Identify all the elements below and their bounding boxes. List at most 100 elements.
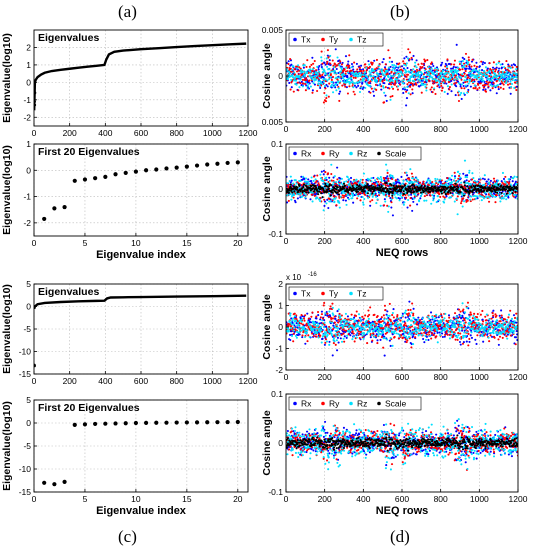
data-point [480,195,483,198]
data-point [286,201,289,204]
data-point [310,321,313,324]
x-axis-label: Eigenvalue index [96,505,187,517]
data-point [394,65,398,68]
data-point [514,64,517,67]
data-point [432,199,435,202]
data-point [422,180,425,183]
data-point [469,85,472,88]
data-point [300,69,303,72]
data-point [483,72,486,75]
data-point [377,73,380,76]
data-point [448,86,451,89]
data-point [327,207,330,210]
data-point [407,193,411,197]
data-point [393,69,396,72]
data-point [375,182,379,185]
data-point [402,79,405,82]
data-point [427,72,430,75]
data-point [320,50,323,53]
data-point [336,76,339,79]
y-tick-label: -5 [23,324,31,334]
data-point [366,75,369,79]
x-tick-label: 200 [63,376,77,386]
data-point [474,86,477,89]
data-point [408,77,411,80]
data-point [432,189,435,192]
data-point [484,83,487,86]
data-point [306,84,309,87]
data-point [338,99,341,102]
data-point [388,87,391,90]
data-point [451,192,454,195]
data-point [455,76,458,79]
eigenvalue-point [235,419,240,425]
data-point [390,206,393,209]
data-point [324,73,327,76]
data-point [364,181,367,184]
data-point [415,177,418,180]
data-point [501,70,504,73]
data-point [315,179,318,182]
data-point [289,58,292,61]
data-point [411,209,414,212]
data-point [301,73,304,76]
data-point [302,70,305,73]
data-point [405,196,408,199]
data-point [435,73,438,76]
data-point [367,60,370,63]
data-point [363,197,366,201]
panel-label-c: (c) [118,527,137,546]
data-point [373,59,376,62]
data-point [327,72,330,75]
data-point [507,63,510,66]
data-point [480,193,483,196]
data-point [400,175,403,178]
data-point [515,65,518,68]
data-point [397,193,400,196]
data-point [334,196,337,199]
data-point [413,70,416,73]
data-point [430,185,434,188]
data-point [389,344,392,347]
data-point [383,77,386,80]
data-point [308,74,311,77]
data-point [501,181,504,184]
data-point [462,197,465,200]
eigenvalue-point [42,216,47,222]
data-point [401,312,404,315]
data-point [429,74,432,77]
data-point [335,204,338,207]
data-point [294,76,297,79]
data-point [496,84,500,87]
data-point [289,339,292,342]
data-point [476,197,479,200]
data-point [425,199,428,202]
data-point [368,81,371,84]
x-tick-label: 400 [356,236,370,246]
data-point [328,78,331,81]
data-point [383,82,386,85]
data-point [461,73,464,76]
data-point [500,184,503,187]
data-point [438,331,441,334]
data-point [323,198,326,201]
data-point [329,54,332,57]
x-tick-label: 5 [83,494,88,504]
data-point [293,194,296,197]
data-point [448,177,451,180]
data-point [291,68,294,71]
data-point [378,183,381,186]
data-point [407,92,410,95]
data-point [403,88,407,91]
data-point [358,80,361,83]
data-point [325,178,328,181]
y-tick-label: 0 [26,77,31,87]
data-point [408,179,411,182]
data-point [461,205,464,208]
data-point [444,65,447,68]
data-point [328,68,331,71]
data-point [458,82,461,85]
data-point [516,186,518,189]
data-point [385,163,388,166]
